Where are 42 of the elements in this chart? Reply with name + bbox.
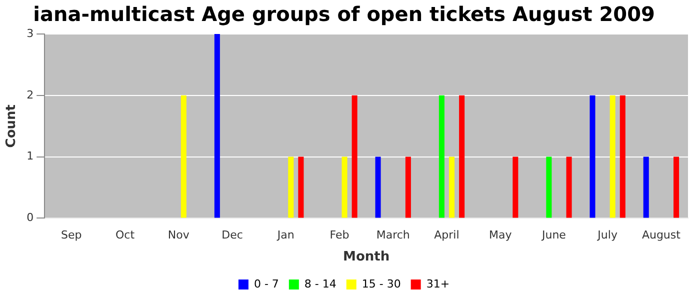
chart-title: iana-multicast Age groups of open tickets August 2009 [33,2,655,26]
bar [643,156,649,218]
bar [448,156,455,218]
x-tick-label: June [540,228,566,242]
x-tick-label: March [376,228,410,242]
legend-label: 0 - 7 [254,277,279,290]
bar [610,95,616,218]
bar [590,95,596,218]
bar [405,156,411,218]
x-tick-label: July [596,228,618,242]
x-tick-label: Nov [168,228,190,242]
x-tick-label: Oct [116,228,136,242]
bar [298,156,304,218]
bar [620,95,626,218]
bar [674,156,680,218]
x-tick-label: April [434,228,460,242]
x-axis-title: Month [343,250,390,265]
bar [180,95,186,218]
bar [566,156,572,218]
y-tick-label: 1 [26,150,34,163]
legend-label: 8 - 14 [304,277,336,290]
y-tick-label: 2 [26,88,34,102]
x-tick-label: August [642,228,682,242]
x-tick-label: Dec [222,228,243,242]
x-tick-label: Sep [61,228,82,242]
x-tick-label: Feb [330,228,350,242]
legend-label: 15 - 30 [362,277,401,290]
bar [342,156,348,218]
x-tick-label: May [488,228,512,242]
bar [546,156,552,218]
bar [512,156,518,218]
bar [288,156,294,218]
y-axis-title: Count [4,104,20,148]
bar [459,95,465,218]
bar [352,95,358,218]
legend-label: 31+ [426,277,450,290]
bar [438,95,444,218]
y-tick-label: 3 [26,26,34,40]
bar [214,34,220,218]
bar [375,156,381,218]
y-tick-label: 0 [26,211,34,224]
x-tick-label: Jan [276,228,294,242]
